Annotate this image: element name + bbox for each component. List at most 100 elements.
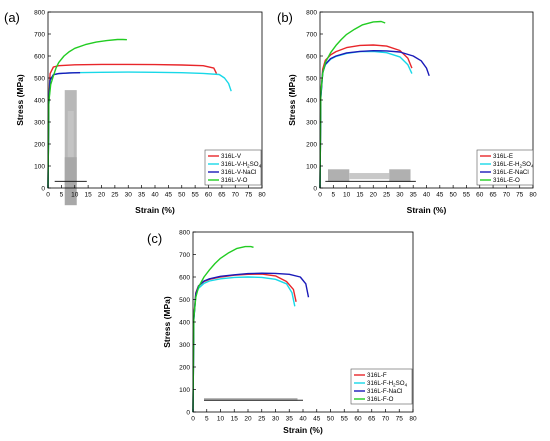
x-tick-label: 40 xyxy=(299,416,307,423)
series-line-4 xyxy=(319,20,386,189)
y-tick-label: 700 xyxy=(179,252,190,259)
y-tick-label: 200 xyxy=(34,141,45,148)
legend-label-2: 316L-V-H2SO4 xyxy=(221,161,262,169)
x-tick-label: 35 xyxy=(410,192,418,199)
x-tick-label: 55 xyxy=(341,416,349,423)
y-axis-title: Stress (MPa) xyxy=(287,74,297,126)
x-tick-label: 10 xyxy=(217,416,225,423)
series-line-1 xyxy=(192,273,297,413)
series-line-1 xyxy=(319,44,413,189)
x-tick-label: 75 xyxy=(396,416,404,423)
y-tick-label: 0 xyxy=(186,409,190,416)
x-tick-label: 70 xyxy=(232,192,240,199)
x-tick-label: 10 xyxy=(343,192,351,199)
y-tick-label: 0 xyxy=(41,185,45,192)
x-tick-label: 55 xyxy=(463,192,471,199)
x-tick-label: 80 xyxy=(258,192,266,199)
y-tick-label: 600 xyxy=(34,53,45,60)
x-tick-label: 15 xyxy=(85,192,93,199)
x-axis-title: Strain (%) xyxy=(283,425,323,435)
specimen-inset xyxy=(325,169,416,182)
series-line-1 xyxy=(47,63,218,189)
y-tick-label: 300 xyxy=(179,342,190,349)
x-tick-label: 45 xyxy=(313,416,321,423)
specimen-inset xyxy=(54,90,87,206)
x-tick-label: 40 xyxy=(151,192,159,199)
panel-label: (a) xyxy=(4,10,20,25)
y-tick-label: 500 xyxy=(34,75,45,82)
x-tick-label: 5 xyxy=(332,192,336,199)
x-tick-label: 70 xyxy=(503,192,511,199)
x-tick-label: 35 xyxy=(286,416,294,423)
series-line-2 xyxy=(192,276,296,413)
x-tick-label: 0 xyxy=(46,192,50,199)
legend-label-3: 316L-V-NaCl xyxy=(221,169,256,176)
x-tick-label: 60 xyxy=(205,192,213,199)
legend-label-1: 316L-V xyxy=(221,153,242,160)
y-tick-label: 500 xyxy=(306,75,317,82)
y-tick-label: 100 xyxy=(306,163,317,170)
x-tick-label: 40 xyxy=(423,192,431,199)
legend-label-2: 316L-F-H2SO4 xyxy=(367,380,408,388)
x-tick-label: 50 xyxy=(327,416,335,423)
legend-label-2: 316L-E-H2SO4 xyxy=(493,161,534,169)
specimen-inset xyxy=(204,398,303,401)
specimen-grip-right xyxy=(389,169,411,182)
y-tick-label: 600 xyxy=(179,274,190,281)
specimen-body xyxy=(204,398,298,401)
x-tick-label: 65 xyxy=(368,416,376,423)
x-tick-label: 70 xyxy=(382,416,390,423)
legend-label-4: 316L-F-O xyxy=(367,396,394,403)
y-tick-label: 400 xyxy=(179,319,190,326)
x-tick-label: 30 xyxy=(396,192,404,199)
y-tick-label: 700 xyxy=(34,31,45,38)
chart-panel-1: (a) 0 100 200 300 400 500 600 700 800 0 5 10 15 20 25 30… xyxy=(4,9,266,215)
y-tick-label: 600 xyxy=(306,53,317,60)
x-tick-label: 80 xyxy=(409,416,417,423)
y-tick-label: 300 xyxy=(306,119,317,126)
x-tick-label: 50 xyxy=(450,192,458,199)
y-tick-label: 800 xyxy=(34,9,45,16)
x-axis-title: Strain (%) xyxy=(135,205,175,215)
x-tick-label: 20 xyxy=(370,192,378,199)
x-tick-label: 65 xyxy=(489,192,497,199)
x-tick-label: 75 xyxy=(516,192,524,199)
x-tick-label: 60 xyxy=(354,416,362,423)
y-tick-label: 400 xyxy=(306,97,317,104)
x-tick-label: 60 xyxy=(476,192,484,199)
x-tick-label: 45 xyxy=(436,192,444,199)
x-tick-label: 0 xyxy=(318,192,322,199)
series-line-4 xyxy=(192,245,254,413)
specimen-grip-left xyxy=(327,169,350,182)
legend-label-4: 316L-E-O xyxy=(493,177,520,184)
specimen-gauge xyxy=(349,173,390,180)
x-tick-label: 20 xyxy=(244,416,252,423)
legend-label-3: 316L-F-NaCl xyxy=(367,388,402,395)
legend-label-1: 316L-E xyxy=(493,153,513,160)
y-tick-label: 200 xyxy=(179,364,190,371)
x-tick-label: 25 xyxy=(258,416,266,423)
x-tick-label: 35 xyxy=(138,192,146,199)
legend-box xyxy=(204,149,262,186)
panel-label: (b) xyxy=(277,10,293,25)
legend-label-3: 316L-E-NaCl xyxy=(493,169,529,176)
x-tick-label: 75 xyxy=(245,192,253,199)
series-line-3 xyxy=(192,272,310,413)
legend-label-1: 316L-F xyxy=(367,372,387,379)
x-tick-label: 10 xyxy=(71,192,79,199)
x-tick-label: 30 xyxy=(125,192,133,199)
x-tick-label: 15 xyxy=(231,416,239,423)
x-tick-label: 25 xyxy=(383,192,391,199)
x-tick-label: 0 xyxy=(191,416,195,423)
y-tick-label: 0 xyxy=(313,185,317,192)
x-tick-label: 50 xyxy=(178,192,186,199)
x-tick-label: 55 xyxy=(192,192,200,199)
y-tick-label: 700 xyxy=(306,31,317,38)
y-axis-title: Stress (MPa) xyxy=(15,74,25,126)
x-tick-label: 5 xyxy=(60,192,64,199)
legend-label-4: 316L-V-O xyxy=(221,177,248,184)
